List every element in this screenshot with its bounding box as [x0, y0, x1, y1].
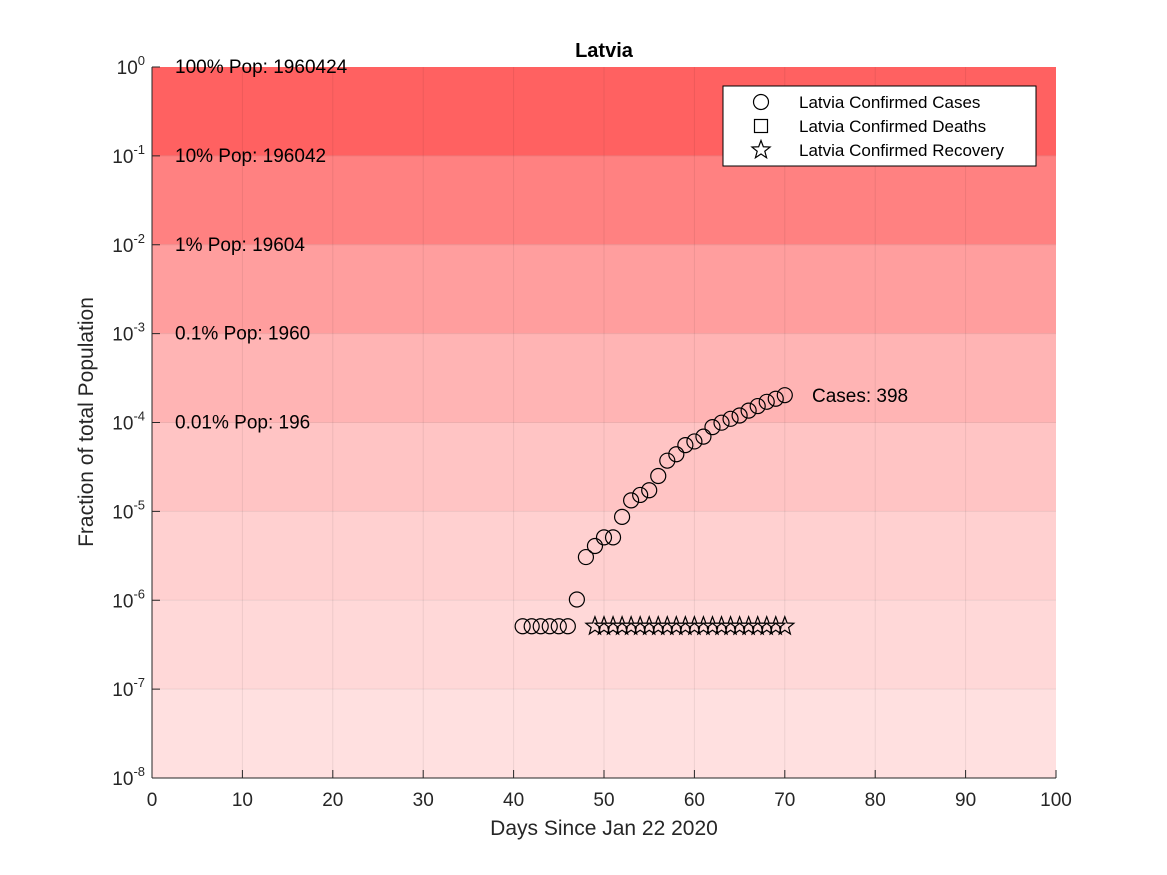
x-tick-label: 10: [232, 790, 253, 811]
circle-point: [749, 397, 766, 415]
circle-point: [568, 591, 585, 608]
legend-entry-label: Latvia Confirmed Recovery: [799, 141, 1005, 160]
legend: Latvia Confirmed Cases Latvia Confirmed D…: [722, 85, 1037, 167]
legend-box: [722, 85, 1037, 167]
x-tick-label: 50: [593, 790, 614, 811]
circle-point: [668, 446, 685, 463]
legend-entry-label: Latvia Confirmed Cases: [799, 93, 980, 112]
y-tick-label: 10-6: [112, 586, 145, 612]
band-label: 100% Pop: 1960424: [175, 57, 348, 78]
population-band: [152, 244, 1056, 334]
tick-labels: 0 10 20 30 40 50 60 70 80 90 100 10-8 10-7 10-6 10-5 10…: [112, 53, 1072, 811]
cases-annotation: Cases: 398: [812, 386, 908, 407]
band-label: 0.01% Pop: 196: [175, 413, 310, 434]
y-tick-label: 10-1: [112, 142, 145, 168]
circle-point: [722, 410, 739, 427]
population-bands: [152, 67, 1056, 778]
y-tick-label: 10-3: [112, 320, 145, 346]
circle-point: [659, 452, 676, 469]
circle-point: [776, 387, 793, 404]
y-tick-label: 10-2: [112, 231, 145, 257]
x-tick-label: 70: [774, 790, 795, 811]
legend-entry-label: Latvia Confirmed Deaths: [799, 117, 986, 136]
circle-point: [740, 402, 757, 419]
circle-point: [559, 618, 576, 635]
circle-point: [650, 467, 667, 485]
population-band: [152, 422, 1056, 512]
band-label: 1% Pop: 19604: [175, 235, 305, 256]
y-axis-label: Fraction of total Population: [75, 297, 98, 547]
circle-point: [713, 414, 730, 431]
y-tick-label: 10-5: [112, 497, 145, 523]
y-tick-label: 100: [117, 53, 145, 79]
circle-point: [595, 529, 613, 546]
y-tick-label: 10-7: [112, 675, 145, 701]
circle-point: [550, 618, 567, 635]
circle-point: [613, 508, 631, 525]
circle-point: [623, 492, 640, 509]
chart-title: Latvia: [575, 40, 634, 62]
circle-point: [541, 618, 558, 635]
circle-point: [758, 393, 775, 410]
grid: [152, 67, 1056, 778]
circle-point: [704, 419, 721, 436]
circle-point: [604, 529, 622, 546]
x-tick-label: 40: [503, 790, 524, 811]
x-axis-label: Days Since Jan 22 2020: [490, 817, 718, 840]
circle-point: [731, 407, 748, 424]
x-tick-label: 0: [147, 790, 158, 811]
x-tick-label: 60: [684, 790, 705, 811]
circle-point: [767, 390, 784, 407]
data-marks: [514, 387, 796, 636]
population-band: [152, 689, 1056, 778]
circle-point: [686, 433, 703, 450]
x-tick-label: 30: [413, 790, 434, 811]
legend-star-icon: [750, 138, 772, 160]
legend-square-icon: [753, 118, 769, 134]
x-tick-label: 80: [865, 790, 886, 811]
circle-point: [641, 482, 658, 499]
population-band: [152, 333, 1056, 423]
circle-point: [677, 437, 694, 454]
circle-point: [514, 618, 531, 635]
circle-point: [523, 618, 540, 635]
axes: [151, 66, 1057, 779]
y-tick-label: 10-4: [112, 409, 145, 435]
circle-point: [532, 618, 549, 635]
y-tick-label: 10-8: [112, 764, 145, 790]
population-band: [152, 155, 1056, 245]
population-band: [152, 511, 1056, 601]
band-labels: 100% Pop: 1960424 10% Pop: 196042 1% Pop: …: [175, 57, 348, 434]
x-tick-label: 20: [322, 790, 343, 811]
circle-point: [632, 486, 649, 504]
legend-circle-icon: [752, 93, 770, 111]
circle-point: [586, 537, 604, 555]
band-label: 10% Pop: 196042: [175, 146, 326, 167]
band-label: 0.1% Pop: 1960: [175, 324, 310, 345]
x-tick-label: 100: [1040, 790, 1072, 811]
circle-point: [695, 428, 712, 445]
x-tick-label: 90: [955, 790, 976, 811]
circle-point: [577, 548, 595, 566]
star-point: [774, 615, 796, 636]
